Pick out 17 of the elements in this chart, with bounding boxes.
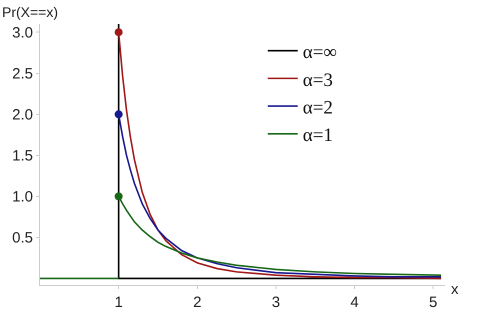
y-tick-label: 3.0 bbox=[12, 24, 33, 42]
legend-label: α=3 bbox=[302, 70, 333, 91]
x-tick-label: 1 bbox=[114, 294, 123, 311]
y-tick-label: 2.5 bbox=[12, 66, 33, 82]
y-axis-title: Pr(X==x) bbox=[2, 4, 58, 20]
x-tick-label: 5 bbox=[429, 294, 438, 311]
legend-label: α=1 bbox=[302, 125, 333, 146]
legend-label: α=∞ bbox=[302, 42, 337, 64]
y-tick-label: 0.5 bbox=[12, 230, 33, 247]
legend-label: α=2 bbox=[302, 97, 333, 118]
x-tick-label: 4 bbox=[350, 294, 359, 311]
x-tick-label: 2 bbox=[193, 294, 202, 311]
y-tick-label: 2.0 bbox=[12, 106, 33, 124]
y-tick-label: 1.5 bbox=[12, 148, 33, 165]
x-axis-title: x bbox=[451, 281, 459, 298]
y-tick-label: 1.0 bbox=[12, 188, 33, 206]
x-tick-label: 3 bbox=[272, 294, 280, 311]
